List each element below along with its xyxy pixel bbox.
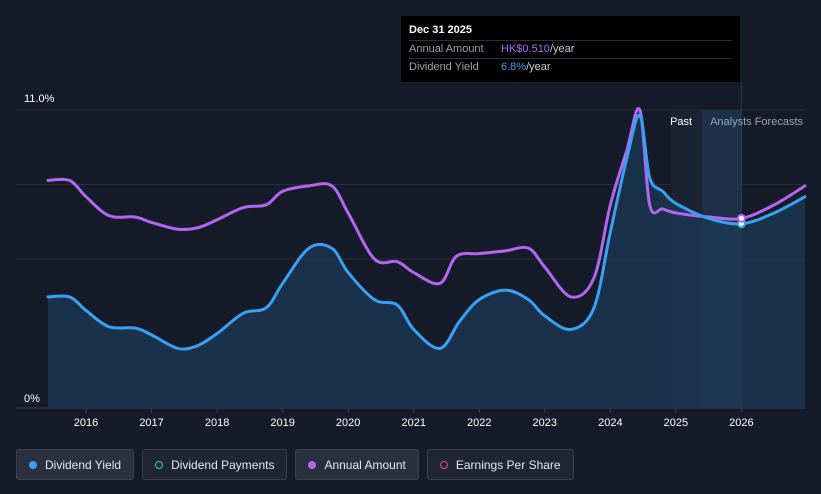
- y-tick-label-top: 11.0%: [24, 93, 55, 105]
- dividend-yield-area: [48, 115, 805, 409]
- earnings-per-share-ring-icon: [439, 460, 448, 469]
- legend-annual-amount-label: Annual Amount: [324, 457, 406, 472]
- x-tick-label: 2023: [533, 417, 557, 429]
- y-tick-label-bottom: 0%: [24, 393, 40, 405]
- x-tick-label: 2021: [401, 417, 425, 429]
- legend-earnings-per-share-label: Earnings Per Share: [455, 457, 561, 472]
- legend-earnings-per-share[interactable]: Earnings Per Share: [426, 449, 574, 480]
- dividend-yield-line: [46, 113, 807, 351]
- annual-amount-line: [46, 107, 807, 299]
- x-tick-label: 2019: [270, 417, 294, 429]
- tooltip-row-dividend-yield: Dividend Yield 6.8%/year: [409, 58, 732, 76]
- legend-dividend-yield[interactable]: Dividend Yield: [16, 449, 135, 480]
- x-tick-label: 2018: [205, 417, 229, 429]
- tooltip-dividend-yield-label: Dividend Yield: [409, 61, 479, 73]
- dividend-yield-dot-icon: [29, 460, 37, 469]
- series-layer: [46, 107, 807, 409]
- tooltip-dividend-yield-value: 6.8%: [501, 61, 527, 73]
- annual-amount-dot-icon: [308, 460, 317, 469]
- x-axis: 2016 2017 2018 2019 2020 2021 2022 2023 2024 2025…: [74, 408, 754, 429]
- chart-tooltip: Dec 31 2025 Annual Amount HK$0.510/year D…: [401, 16, 740, 82]
- hover-markers: [736, 213, 746, 229]
- legend-dividend-payments[interactable]: Dividend Payments: [142, 449, 288, 480]
- legend-dividend-yield-label: Dividend Yield: [45, 457, 122, 472]
- x-tick-label: 2016: [74, 417, 98, 429]
- x-tick-label: 2020: [336, 417, 360, 429]
- tooltip-date: Dec 31 2025: [409, 24, 472, 36]
- past-label: Past: [670, 116, 692, 128]
- dividend-payments-ring-icon: [155, 460, 164, 469]
- tooltip-annual-amount-label: Annual Amount: [409, 43, 484, 55]
- x-tick-label: 2024: [598, 417, 622, 429]
- tooltip-dividend-yield-suffix: /year: [526, 61, 551, 73]
- tooltip-annual-amount-value: HK$0.510: [501, 43, 550, 55]
- legend-annual-amount[interactable]: Annual Amount: [295, 449, 419, 480]
- legend-dividend-payments-label: Dividend Payments: [171, 457, 275, 472]
- chart-legend: Dividend Yield Dividend Payments Annual …: [16, 449, 574, 480]
- x-tick-label: 2017: [139, 417, 163, 429]
- y-axis: 11.0% 0%: [24, 93, 55, 405]
- annual-amount-marker: [736, 213, 746, 223]
- tooltip-annual-amount-suffix: /year: [549, 43, 575, 55]
- x-tick-label: 2025: [664, 417, 688, 429]
- x-tick-label: 2026: [729, 417, 753, 429]
- tooltip-row-annual-amount: Annual Amount HK$0.510/year: [409, 40, 732, 58]
- forecast-label: Analysts Forecasts: [710, 116, 803, 128]
- x-tick-label: 2022: [467, 417, 491, 429]
